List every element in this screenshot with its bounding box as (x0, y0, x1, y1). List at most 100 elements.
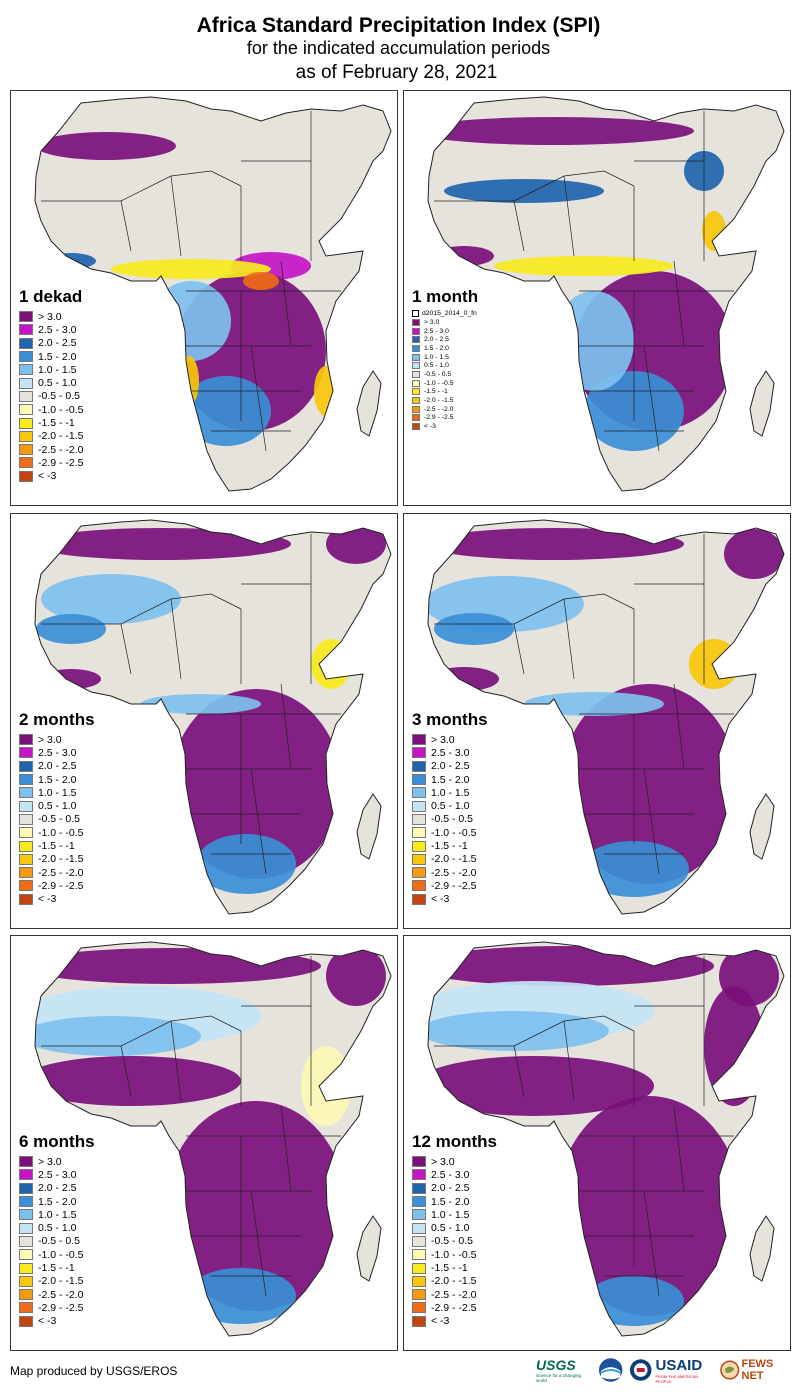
legend-item: -1.0 - -0.5 (19, 1248, 84, 1261)
date-line: as of February 28, 2021 (295, 62, 498, 83)
spi-region (41, 669, 101, 689)
legend-item: -2.0 - -1.5 (19, 430, 84, 443)
coastline (356, 1215, 382, 1282)
legend-3-months: > 3.0 2.5 - 3.0 2.0 - 2.5 1.5 - 2.0 1.0 - 1.… (412, 733, 477, 906)
legend-swatch (412, 370, 420, 378)
spi-region (35, 1056, 241, 1106)
legend-item: < -3 (412, 893, 477, 906)
legend-item: > 3.0 (19, 733, 84, 746)
legend-swatch (19, 867, 33, 879)
legend-swatch (412, 867, 426, 879)
legend-item: -2.0 - -1.5 (19, 1275, 84, 1288)
legend-item: -2.5 - -2.0 (412, 1288, 477, 1301)
legend-label: 2.5 - 3.0 (431, 746, 470, 759)
legend-label: > 3.0 (38, 733, 62, 746)
legend-item: -0.5 - 0.5 (412, 370, 477, 379)
map-panel-1-month: 1 month d2015_2014_0_fn > 3.0 2.5 - 3.0 2.0 … (403, 90, 791, 506)
legend-label: -1.5 - -1 (38, 417, 75, 430)
legend-item: -2.9 - -2.5 (412, 1301, 477, 1314)
legend-swatch (19, 404, 33, 416)
legend-label: 0.5 - 1.0 (431, 1222, 470, 1235)
legend-item: -0.5 - 0.5 (19, 813, 84, 826)
spi-region (561, 684, 737, 884)
legend-label: > 3.0 (431, 1155, 455, 1168)
country-borders (434, 534, 734, 875)
legend-label: 1.0 - 1.5 (38, 363, 77, 376)
country-borders (434, 956, 734, 1297)
legend-note-box (412, 310, 419, 317)
spi-region (434, 246, 494, 266)
spi-region (35, 948, 321, 984)
country-border (513, 1045, 525, 1097)
legend-label: -2.5 - -2.0 (38, 443, 84, 456)
legend-swatch (412, 813, 426, 825)
legend-item: -0.5 - 0.5 (412, 1235, 477, 1248)
panel-label-6-months: 6 months (19, 1132, 95, 1151)
spi-region (151, 281, 231, 361)
legend-swatch (19, 324, 33, 336)
legend-label: 2.0 - 2.5 (431, 760, 470, 773)
legend-swatch (412, 1302, 426, 1314)
country-border (280, 260, 292, 347)
legend-swatch (412, 1169, 426, 1181)
legend-item: 2.5 - 3.0 (412, 327, 477, 336)
legend-item: 1.0 - 1.5 (19, 786, 84, 799)
legend-item: 2.0 - 2.5 (412, 760, 477, 773)
legend-item: -1.0 - -0.5 (19, 403, 84, 416)
fewsnet-globe-icon (720, 1360, 740, 1380)
spi-region (494, 256, 674, 276)
legend-swatch (412, 397, 420, 405)
legend-label: -2.0 - -1.5 (424, 397, 454, 405)
legend-label: -2.0 - -1.5 (38, 853, 84, 866)
map-panel-3-months: 3 months > 3.0 2.5 - 3.0 2.0 - 2.5 1.5 - 2.0… (403, 513, 791, 929)
spi-region (428, 946, 714, 986)
legend-label: > 3.0 (38, 310, 62, 323)
legend-item: 1.5 - 2.0 (412, 344, 477, 353)
coastline (427, 519, 785, 915)
legend-label: 2.5 - 3.0 (424, 327, 449, 335)
legend-item: -0.5 - 0.5 (19, 390, 84, 403)
legend-item: < -3 (19, 470, 84, 483)
legend-swatch (19, 1196, 33, 1208)
legend-swatch (19, 417, 33, 429)
legend-label: 0.5 - 1.0 (431, 800, 470, 813)
legend-swatch (412, 1249, 426, 1261)
legend-item: -2.9 - -2.5 (19, 456, 84, 469)
legend-label: -2.0 - -1.5 (38, 1275, 84, 1288)
legend-item: -2.0 - -1.5 (412, 396, 477, 405)
africa-map-1-month (427, 96, 785, 492)
legend-item: < -3 (412, 1315, 477, 1328)
legend-item: -1.5 - -1 (19, 416, 84, 429)
legend-item: 2.5 - 3.0 (19, 323, 84, 336)
country-border (120, 1045, 132, 1097)
legend-item: -1.5 - -1 (412, 1261, 477, 1274)
legend-item: -2.5 - -2.0 (19, 866, 84, 879)
legend-swatch (412, 344, 420, 352)
africa-map-12-months (427, 941, 785, 1337)
legend-item: 0.5 - 1.0 (412, 799, 477, 812)
legend-swatch (412, 1262, 426, 1274)
country-border (513, 623, 525, 675)
legend-label: -2.5 - -2.0 (38, 866, 84, 879)
legend-swatch (19, 470, 33, 482)
legend-swatch (412, 405, 420, 413)
legend-item: -1.5 - -1 (412, 839, 477, 852)
legend-item: 0.5 - 1.0 (412, 361, 477, 370)
country-border (673, 683, 685, 770)
country-border (280, 683, 292, 770)
africa-map-1-dekad (34, 96, 392, 492)
map-panel-2-months: 2 months > 3.0 2.5 - 3.0 2.0 - 2.5 1.5 - 2.0… (10, 513, 398, 929)
legend-label: -2.9 - -2.5 (38, 879, 84, 892)
legend-label: 2.0 - 2.5 (38, 337, 77, 350)
spi-region (724, 529, 784, 579)
legend-swatch (412, 1156, 426, 1168)
legend-label: 0.5 - 1.0 (38, 800, 77, 813)
spi-region (434, 613, 514, 645)
legend-swatch (19, 813, 33, 825)
legend-swatch (412, 827, 426, 839)
country-border (170, 1020, 182, 1102)
legend-item: 2.0 - 2.5 (412, 335, 477, 344)
legend-item: < -3 (19, 1315, 84, 1328)
legend-swatch (412, 774, 426, 786)
legend-swatch (19, 390, 33, 402)
